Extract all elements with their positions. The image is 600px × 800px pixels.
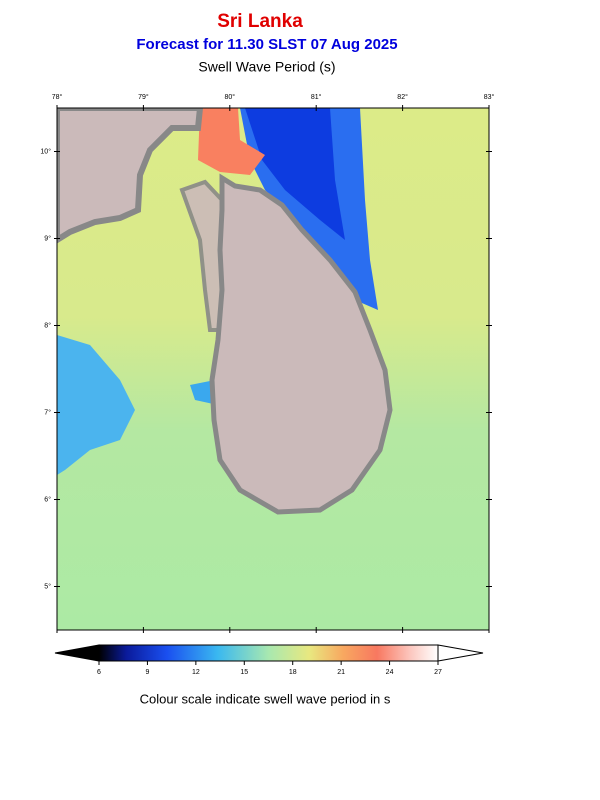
colorbar-caption: Colour scale indicate swell wave period … [140,691,391,706]
lon-label: 81° [311,93,322,101]
lon-label: 80° [225,93,236,101]
title: Sri Lanka [217,11,303,32]
colorbar-over [437,644,484,662]
colorbar-label: 6 [97,669,101,676]
colorbar-under [54,644,100,662]
variable: Swell Wave Period (s) [198,59,335,75]
lat-label: 10° [40,147,51,155]
lon-label: 82° [397,93,408,101]
lon-label: 83° [484,93,495,101]
colorbar-label: 24 [386,669,394,676]
lat-label: 9° [44,234,51,242]
map-frame [56,107,490,631]
lat-label: 8° [44,321,51,329]
lon-label: 78° [52,93,63,101]
colorbar-label: 21 [337,669,345,676]
lat-label: 7° [44,408,51,416]
lat-label: 5° [44,582,51,590]
subtitle: Forecast for 11.30 SLST 07 Aug 2025 [136,36,397,53]
colorbar-label: 15 [240,669,248,676]
colorbar-label: 27 [434,669,442,676]
map-field [57,108,489,630]
lon-label: 79° [138,93,149,101]
colorbar-label: 18 [289,669,297,676]
colorbar-label: 12 [192,669,200,676]
colorbar-label: 9 [145,669,149,676]
colorbar [98,644,439,662]
lat-label: 6° [44,495,51,503]
